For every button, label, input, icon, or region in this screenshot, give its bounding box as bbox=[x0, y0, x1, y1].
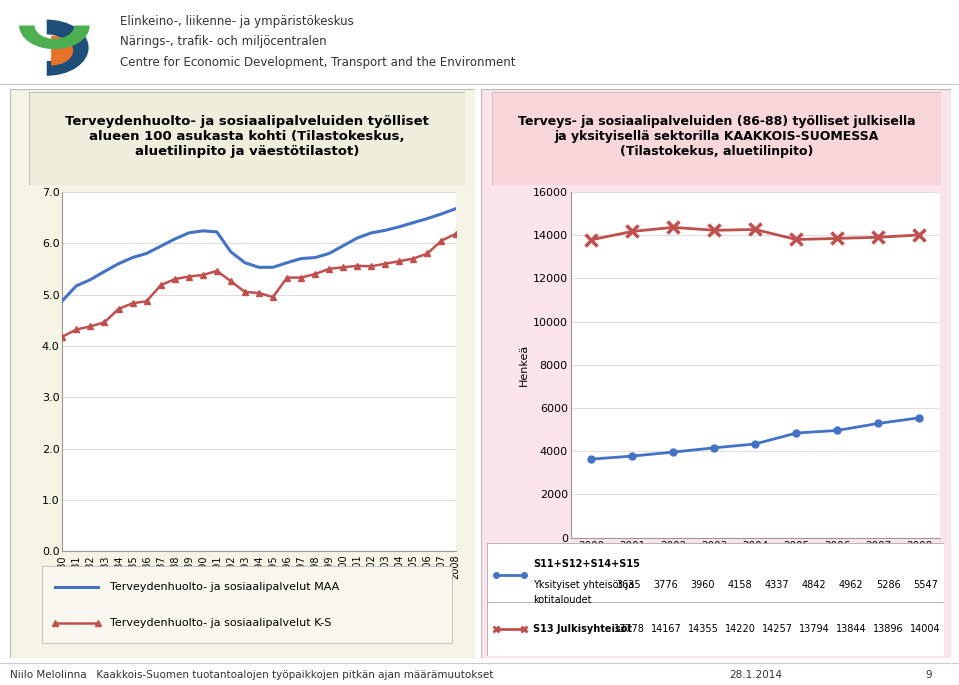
Wedge shape bbox=[19, 25, 90, 49]
FancyBboxPatch shape bbox=[492, 92, 941, 185]
Y-axis label: Henkeä: Henkeä bbox=[519, 344, 528, 386]
Text: kotitaloudet: kotitaloudet bbox=[533, 595, 592, 605]
FancyBboxPatch shape bbox=[481, 89, 951, 658]
Text: Elinkeino-, liikenne- ja ympäristökeskus: Elinkeino-, liikenne- ja ympäristökeskus bbox=[120, 14, 354, 27]
Text: Terveydenhuolto- ja sosiaalipalvelut K-S: Terveydenhuolto- ja sosiaalipalvelut K-S bbox=[110, 619, 332, 628]
Text: 14220: 14220 bbox=[725, 624, 756, 634]
Text: 13778: 13778 bbox=[614, 624, 644, 634]
Text: 5286: 5286 bbox=[876, 580, 901, 590]
Text: 3776: 3776 bbox=[654, 580, 678, 590]
Text: Yksityiset yhteisöt ja: Yksityiset yhteisöt ja bbox=[533, 580, 634, 590]
Circle shape bbox=[27, 34, 66, 61]
Text: 13896: 13896 bbox=[873, 624, 903, 634]
Text: 4962: 4962 bbox=[839, 580, 863, 590]
Text: Terveydenhuolto- ja sosiaalipalveluiden työlliset
alueen 100 asukasta kohti (Til: Terveydenhuolto- ja sosiaalipalveluiden … bbox=[65, 115, 429, 158]
Text: Terveydenhuolto- ja sosiaalipalvelut MAA: Terveydenhuolto- ja sosiaalipalvelut MAA bbox=[110, 582, 339, 593]
Text: Niilo Melolinna   Kaakkois-Suomen tuotantoalojen työpaikkojen pitkän ajan määräm: Niilo Melolinna Kaakkois-Suomen tuotanto… bbox=[10, 670, 493, 680]
FancyBboxPatch shape bbox=[10, 89, 475, 658]
Wedge shape bbox=[47, 20, 88, 76]
Text: 28.1.2014: 28.1.2014 bbox=[729, 670, 782, 680]
Text: 14257: 14257 bbox=[761, 624, 792, 634]
Text: 14355: 14355 bbox=[688, 624, 718, 634]
Text: Terveys- ja sosiaalipalveluiden (86-88) työlliset julkisella
ja yksityisellä sek: Terveys- ja sosiaalipalveluiden (86-88) … bbox=[518, 115, 915, 158]
Text: 4337: 4337 bbox=[764, 580, 789, 590]
Text: 3960: 3960 bbox=[690, 580, 715, 590]
FancyBboxPatch shape bbox=[487, 543, 944, 656]
FancyBboxPatch shape bbox=[42, 566, 452, 643]
Text: Centre for Economic Development, Transport and the Environment: Centre for Economic Development, Transpo… bbox=[120, 56, 515, 69]
Text: 13794: 13794 bbox=[799, 624, 830, 634]
Text: 3635: 3635 bbox=[617, 580, 642, 590]
Text: 5547: 5547 bbox=[913, 580, 938, 590]
Text: 9: 9 bbox=[925, 670, 932, 680]
FancyBboxPatch shape bbox=[29, 92, 465, 185]
Wedge shape bbox=[51, 36, 73, 66]
Text: 4842: 4842 bbox=[802, 580, 827, 590]
Text: 14004: 14004 bbox=[910, 624, 941, 634]
Text: 14167: 14167 bbox=[650, 624, 681, 634]
Text: S11+S12+S14+S15: S11+S12+S14+S15 bbox=[533, 558, 640, 569]
Text: 4158: 4158 bbox=[728, 580, 752, 590]
Text: S13 Julkisyhteisöt: S13 Julkisyhteisöt bbox=[533, 624, 632, 634]
Text: Närings-, trafik- och miljöcentralen: Närings-, trafik- och miljöcentralen bbox=[120, 36, 326, 48]
Text: 13844: 13844 bbox=[836, 624, 866, 634]
